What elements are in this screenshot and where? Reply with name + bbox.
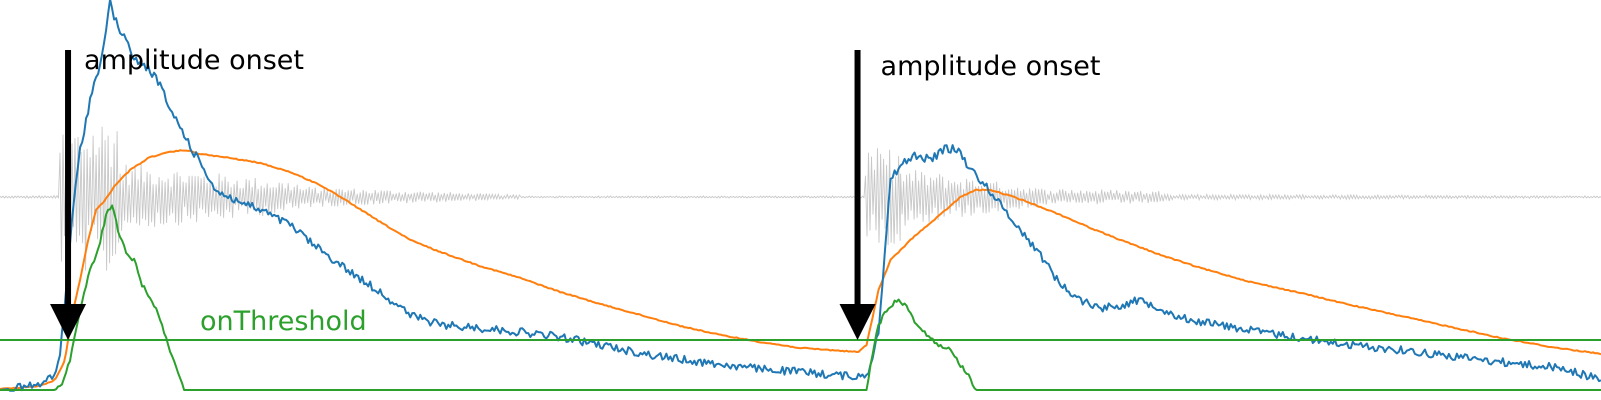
waveform-trace [0,126,1601,271]
threshold-group: onThreshold [0,306,1601,341]
onset-label-2: amplitude onset [881,51,1101,82]
annotations: amplitude onset amplitude onset [50,45,1101,340]
series-line-3 [0,204,1601,391]
series-line-2 [0,149,1601,390]
audio-waveform [0,126,1601,271]
onset-label-1: amplitude onset [84,45,304,76]
threshold-label: onThreshold [200,306,367,337]
